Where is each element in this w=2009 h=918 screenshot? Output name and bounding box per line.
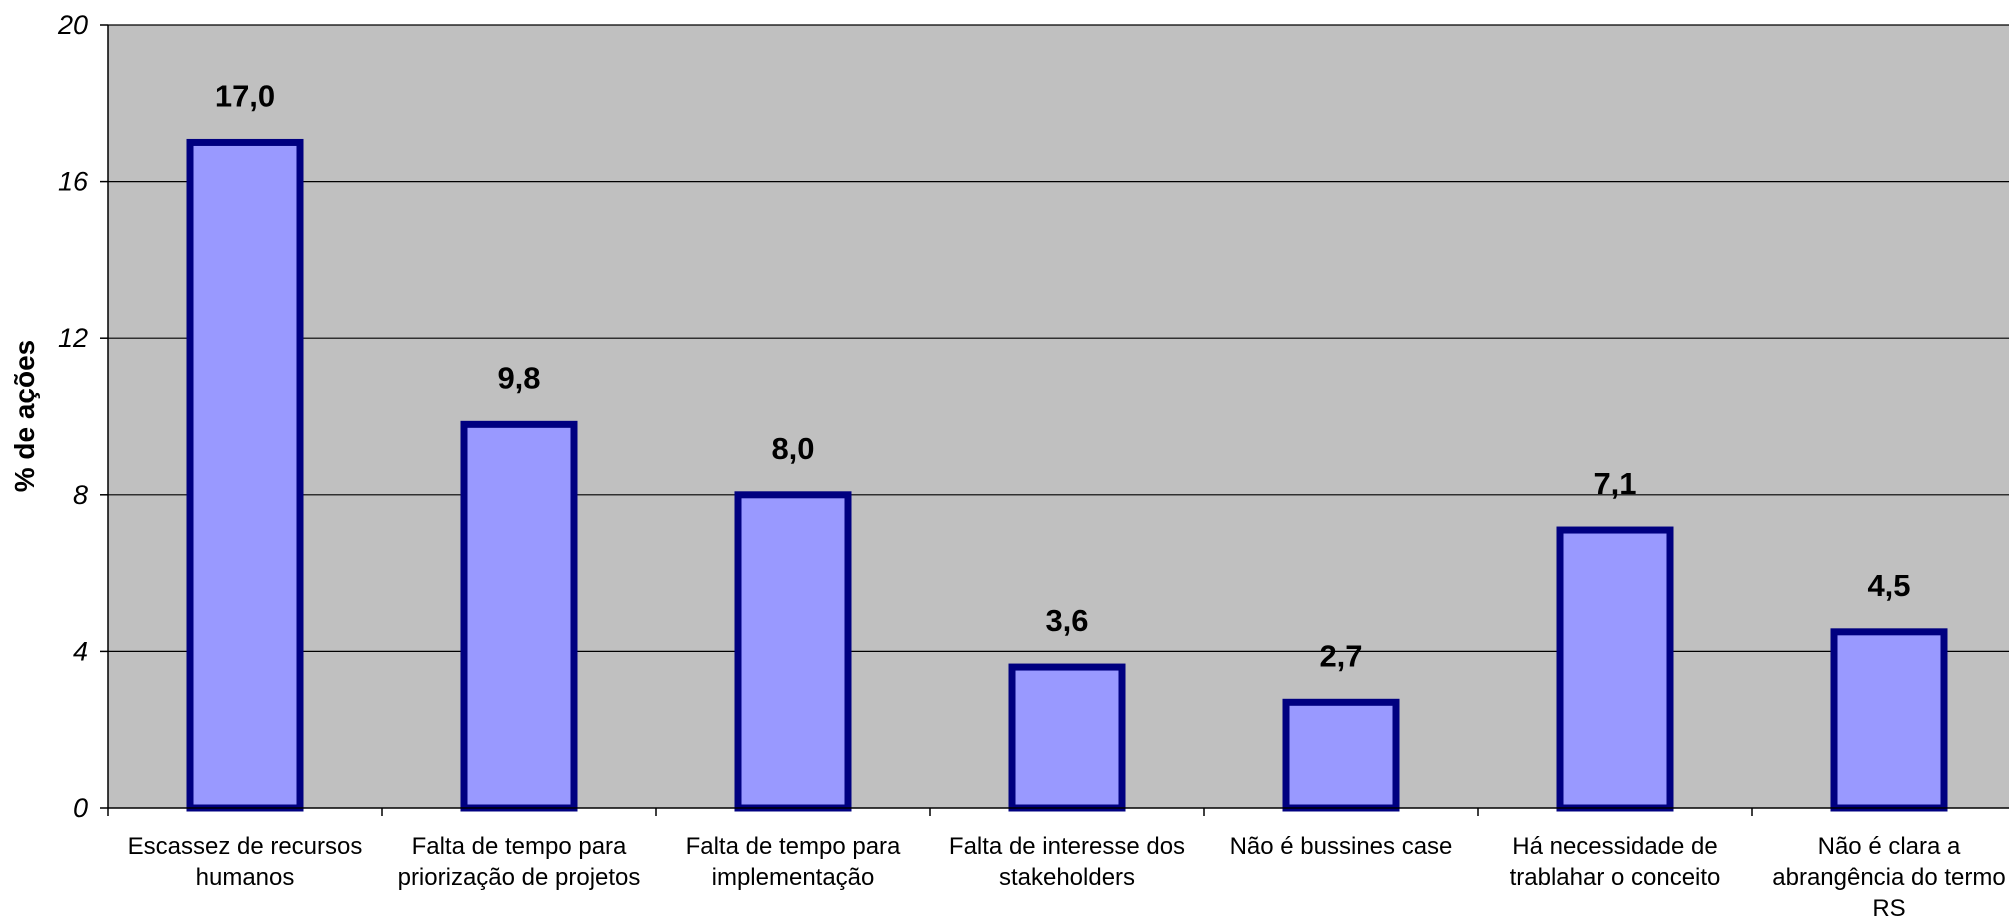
data-labels: 17,0 9,8 8,0 3,6 2,7 7,1 4,5 [215, 78, 1911, 673]
x-category-label: Não é bussines case [1230, 833, 1453, 860]
y-tick-label: 20 [57, 10, 88, 40]
y-tick-label: 8 [73, 480, 88, 510]
data-label: 9,8 [497, 360, 540, 395]
data-label: 2,7 [1319, 638, 1362, 673]
bar [734, 491, 852, 812]
bar [1556, 526, 1674, 812]
y-tick-label: 4 [73, 636, 88, 666]
data-label: 7,1 [1593, 466, 1636, 501]
y-tick-label: 16 [58, 167, 89, 197]
gridlines [108, 24, 2009, 653]
y-axis-ticks: 0 4 8 12 16 20 [57, 10, 108, 823]
data-label: 8,0 [771, 431, 814, 466]
bar [1282, 698, 1400, 812]
bar [1830, 628, 1948, 812]
x-category-label: Falta de interesse dos stakeholders [949, 833, 1185, 891]
data-label: 17,0 [215, 78, 275, 113]
x-category-label: Escassez de recursos humanos [128, 833, 363, 891]
x-category-label: Não é clara a abrangência do termo RS [1772, 833, 2005, 918]
y-axis-label: % de ações [9, 340, 40, 493]
data-label: 4,5 [1867, 568, 1910, 603]
bars [186, 138, 1948, 812]
x-axis-categories: Escassez de recursos humanos Falta de temp… [107, 808, 2006, 918]
y-tick-label: 12 [58, 323, 88, 353]
x-category-label: Há necessidade de trablahar o conceito [1510, 833, 1721, 891]
bar [460, 420, 578, 812]
bar [186, 138, 304, 812]
bar [1008, 663, 1126, 812]
data-label: 3,6 [1045, 603, 1088, 638]
y-tick-label: 0 [73, 793, 88, 823]
x-category-label: Falta de tempo para implementação [686, 833, 901, 891]
x-category-label: Falta de tempo para priorização de projet… [398, 833, 641, 891]
